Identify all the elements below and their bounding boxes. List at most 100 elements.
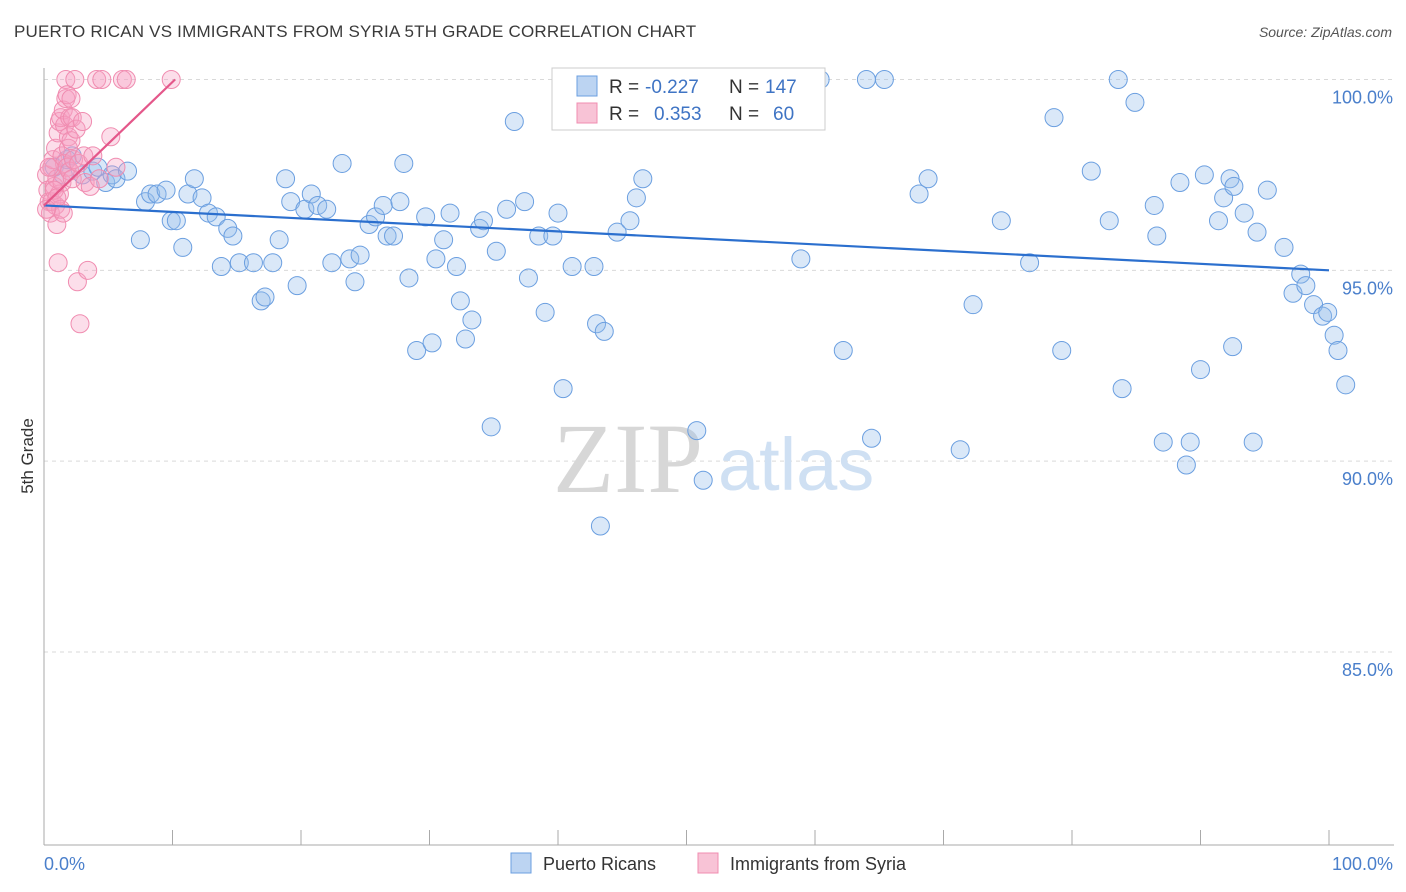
puerto-ricans-point-81 (607, 222, 627, 242)
puerto-ricans-point-65 (481, 417, 501, 437)
puerto-ricans-point-49 (384, 226, 404, 246)
puerto-ricans-point-95 (874, 70, 894, 89)
syria-point-44 (75, 173, 95, 193)
puerto-ricans-point-33 (276, 169, 296, 189)
watermark-atlas: atlas (718, 423, 874, 506)
puerto-ricans-point-51 (394, 153, 414, 173)
puerto-ricans-point-69 (515, 192, 535, 212)
stats-n-value-syria: 60 (773, 104, 794, 125)
legend-swatch-syria (697, 852, 719, 874)
puerto-ricans-point-57 (434, 230, 454, 250)
syria-point-37 (65, 70, 85, 89)
syria-point-50 (92, 70, 112, 89)
stats-r-value-syria: 0.353 (654, 104, 702, 125)
syria-point-13 (48, 253, 68, 273)
syria-point-48 (89, 169, 109, 189)
puerto-ricans-point-101 (1020, 253, 1040, 273)
trend-lines (43, 78, 1330, 272)
puerto-ricans-point-108 (1125, 92, 1145, 112)
puerto-ricans-point-64 (473, 211, 493, 231)
syria-point-10 (47, 215, 67, 235)
puerto-ricans-point-52 (399, 268, 419, 288)
syria-point-55 (161, 70, 181, 89)
puerto-ricans-point-37 (301, 184, 321, 204)
syria-point-33 (61, 131, 81, 151)
legend-label-puerto-ricans: Puerto Ricans (543, 854, 656, 874)
puerto-ricans-point-133 (1324, 325, 1344, 345)
puerto-ricans-point-26 (223, 226, 243, 246)
puerto-ricans-point-122 (1234, 203, 1254, 223)
puerto-ricans-point-94 (862, 428, 882, 448)
puerto-ricans-point-15 (156, 180, 176, 200)
puerto-ricans-point-79 (594, 321, 614, 341)
puerto-ricans-point-98 (950, 440, 970, 460)
puerto-ricans-point-48 (377, 226, 397, 246)
syria-trend-line (43, 78, 176, 207)
puerto-ricans-point-97 (918, 169, 938, 189)
puerto-ricans-point-11 (130, 230, 150, 250)
puerto-ricans-point-90 (791, 249, 811, 269)
stats-r-label-syria: R = (609, 104, 639, 125)
gridlines (44, 79, 1394, 653)
puerto-ricans-point-54 (416, 207, 436, 227)
puerto-ricans-point-56 (426, 249, 446, 269)
puerto-ricans-point-17 (166, 211, 186, 231)
puerto-ricans-point-28 (243, 253, 263, 273)
puerto-ricans-point-72 (535, 302, 555, 322)
puerto-ricans-point-39 (317, 199, 337, 219)
puerto-ricans-point-32 (269, 230, 289, 250)
stats-n-value-pr: 147 (765, 77, 797, 98)
puerto-ricans-point-31 (263, 253, 283, 273)
syria-point-29 (58, 138, 78, 158)
puerto-ricans-point-76 (562, 257, 582, 277)
stats-legend: R = -0.227 N = 147 R = 0.353 N = 60 (551, 67, 826, 131)
syria-point-32 (61, 89, 81, 109)
puerto-ricans-point-126 (1274, 237, 1294, 257)
puerto-ricans-point-115 (1191, 360, 1210, 380)
x-axis-ticks (43, 830, 1330, 845)
stats-r-label-pr: R = (609, 77, 639, 98)
puerto-ricans-point-60 (450, 291, 470, 311)
puerto-ricans-point-83 (626, 188, 646, 208)
puerto-ricans-point-24 (211, 257, 231, 277)
puerto-ricans-point-104 (1081, 161, 1101, 181)
puerto-ricans-point-75 (553, 379, 573, 399)
watermark-zip: ZIP (553, 403, 703, 514)
syria-point-54 (116, 70, 136, 89)
syria-point-27 (57, 85, 77, 105)
puerto-ricans-point-125 (1257, 180, 1277, 200)
syria-point-56 (44, 180, 64, 200)
puerto-ricans-point-55 (422, 333, 442, 353)
syria-point-51 (101, 127, 121, 147)
syria-points (37, 70, 181, 334)
stats-swatch-syria (576, 102, 598, 124)
puerto-ricans-point-116 (1194, 165, 1214, 185)
puerto-ricans-point-42 (340, 249, 360, 269)
bottom-legend: Puerto Ricans Immigrants from Syria (510, 852, 907, 874)
syria-point-38 (66, 119, 86, 139)
puerto-ricans-point-50 (390, 192, 410, 212)
puerto-ricans-point-93 (856, 70, 876, 89)
stats-n-label-syria: N = (729, 104, 759, 125)
puerto-ricans-point-129 (1296, 276, 1316, 296)
puerto-ricans-point-23 (206, 207, 226, 227)
y-tick-label-95: 95.0% (1342, 278, 1393, 298)
puerto-ricans-point-105 (1099, 211, 1119, 231)
syria-point-49 (87, 70, 107, 89)
puerto-ricans-points (44, 70, 1356, 536)
puerto-ricans-point-107 (1112, 379, 1132, 399)
syria-point-47 (83, 146, 103, 166)
puerto-ricans-point-58 (440, 203, 460, 223)
puerto-ricans-point-87 (693, 470, 713, 490)
puerto-ricans-point-124 (1247, 222, 1267, 242)
puerto-ricans-point-74 (548, 203, 568, 223)
y-tick-label-85: 85.0% (1342, 660, 1393, 680)
syria-point-58 (39, 157, 59, 177)
y-axis-labels: 85.0% 90.0% 95.0% 100.0% (1332, 88, 1393, 681)
puerto-ricans-point-18 (173, 237, 193, 257)
legend-label-syria: Immigrants from Syria (730, 854, 907, 874)
puerto-ricans-point-30 (255, 287, 275, 307)
chart-source: Source: ZipAtlas.com (1258, 24, 1392, 40)
puerto-ricans-point-68 (504, 111, 524, 131)
